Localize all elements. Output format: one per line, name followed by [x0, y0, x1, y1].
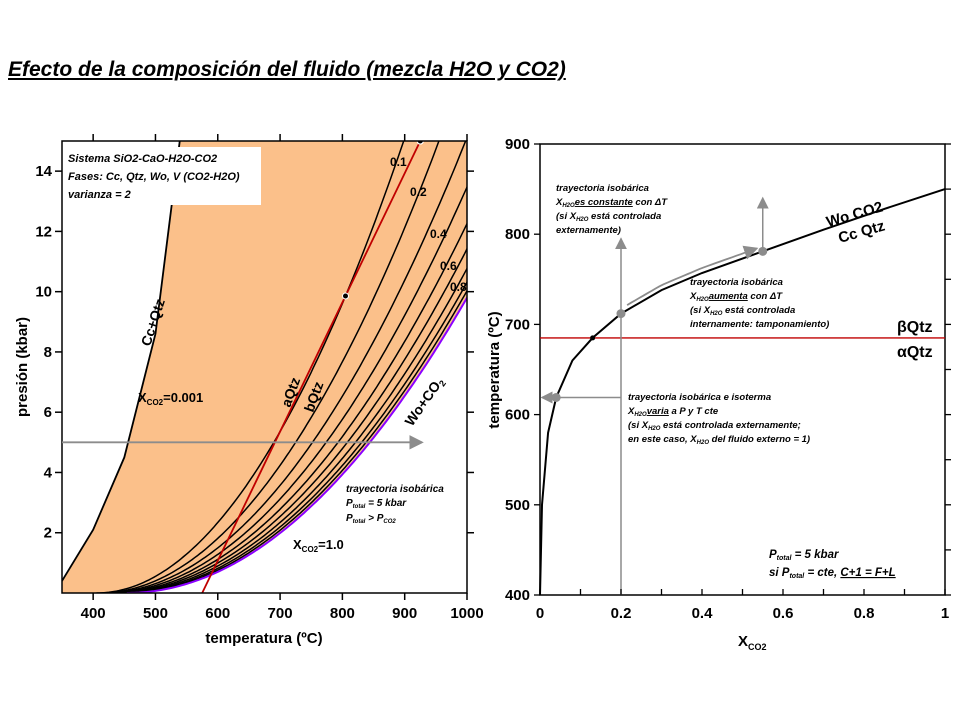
note-phase-rule: Ptotal = 5 kbar si Ptotal = cte, C+1 = F… — [769, 549, 896, 580]
y-tick-label: 6 — [44, 404, 52, 421]
note-internal: trayectoria isobárica XH2Oaumenta con ΔT… — [689, 277, 829, 330]
right-y-axis-title: temperatura (ºC) — [486, 311, 503, 428]
left-x-axis-title: temperatura (ºC) — [205, 630, 322, 647]
isopleth-xco2-0.2 — [99, 141, 440, 593]
note-c-1: trayectoria isobárica e isoterma — [628, 392, 771, 403]
note-a-3: (si XH2O está controlada — [556, 211, 661, 223]
trajectory-point — [758, 246, 768, 256]
isopleth-label: 0.2 — [410, 185, 427, 199]
x-tick-label: 800 — [330, 605, 355, 622]
isopleth-xco2-0.3 — [103, 141, 467, 593]
x-tick-label: 1 — [941, 605, 949, 622]
x-tick-label: 0.2 — [611, 605, 632, 622]
annotation-line-2: Ptotal = 5 kbar — [346, 498, 407, 510]
x-tick-label: 600 — [205, 605, 230, 622]
trajectory-point — [551, 392, 561, 402]
left-plot-frame — [61, 140, 468, 594]
right-x-axis-title: XCO2 — [738, 633, 767, 652]
note-b-1: trayectoria isobárica — [690, 277, 783, 288]
isobaric-annotation: trayectoria isobárica Ptotal = 5 kbar Pt… — [346, 484, 444, 525]
info-line-2: Fases: Cc, Qtz, Wo, V (CO2-H2O) — [68, 171, 240, 183]
slide-title: Efecto de la composición del fluido (mez… — [8, 58, 566, 81]
y-tick-label: 700 — [505, 316, 530, 333]
x-tick-label: 0 — [536, 605, 544, 622]
note-d-1: Ptotal = 5 kbar — [769, 549, 839, 562]
y-tick-label: 10 — [35, 284, 52, 301]
isopleth-label: 0.6 — [440, 259, 457, 273]
y-tick-label: 14 — [35, 163, 52, 180]
y-tick-label: 400 — [505, 587, 530, 604]
info-box — [63, 147, 261, 205]
x-tick-label: 1000 — [450, 605, 483, 622]
alpha-qtz-label: αQtz — [897, 344, 933, 361]
note-isothermal: trayectoria isobárica e isoterma XH2Ovar… — [627, 392, 810, 446]
xco2-1-label: XCO2=1.0 — [293, 537, 344, 554]
quartz-transition-line — [201, 141, 422, 593]
y-tick-label: 900 — [505, 136, 530, 153]
note-a-2: XH2Oes constante con ΔT — [555, 197, 668, 209]
note-b-4: internamente: tamponamiento) — [690, 319, 829, 330]
x-tick-label: 0.4 — [692, 605, 714, 622]
x-tick-label: 900 — [392, 605, 417, 622]
beta-qtz-label: βQtz — [897, 319, 933, 336]
x-tick-label: 400 — [81, 605, 106, 622]
isopleth-xco2-0.6 — [113, 247, 467, 593]
isopleth-xco2-0.4 — [106, 185, 467, 593]
x-tick-label: 700 — [268, 605, 293, 622]
trajectory-point — [616, 309, 626, 319]
note-c-3: (si XH2O está controlada externamente; — [628, 420, 801, 432]
isopleth-xco2-1 — [126, 295, 467, 593]
xco2-0001-label: XCO2=0.001 — [138, 390, 203, 407]
info-line-1: Sistema SiO2-CaO-H2O-CO2 — [68, 153, 217, 165]
note-a-4: externamente) — [556, 225, 621, 236]
isopleth-xco2-0.5 — [110, 222, 467, 593]
y-tick-label: 800 — [505, 226, 530, 243]
cc-qtz-curve — [62, 141, 181, 582]
annotation-line-1: trayectoria isobárica — [346, 484, 444, 495]
pt-diagram: 400 500 600 700 800 900 1000 2 4 6 8 10 12 14 Sistema… — [14, 134, 484, 647]
note-a-1: trayectoria isobárica — [556, 183, 649, 194]
isopleth-label: 0.8 — [450, 280, 467, 294]
note-c-2: XH2Ovaria a P y T cte — [627, 406, 719, 418]
y-tick-label: 600 — [505, 407, 530, 424]
info-line-3: varianza = 2 — [68, 189, 131, 201]
y-tick-label: 12 — [35, 223, 52, 240]
x-tick-label: 500 — [143, 605, 168, 622]
y-tick-label: 8 — [44, 344, 52, 361]
note-b-2: XH2Oaumenta con ΔT — [689, 291, 783, 303]
isopleth-xco2-0.7 — [116, 267, 467, 593]
left-y-axis-title: presión (kbar) — [14, 317, 31, 417]
note-d-2: si Ptotal = cte, C+1 = F+L — [769, 567, 896, 580]
note-c-4: en este caso, XH2O del fluido externo = … — [628, 434, 810, 446]
y-tick-label: 4 — [44, 464, 53, 481]
x-tick-label: 0.6 — [773, 605, 794, 622]
isopleth-label: 0.1 — [390, 155, 407, 169]
curved-arrow — [626, 245, 759, 306]
intersection-point — [341, 292, 349, 300]
y-tick-label: 500 — [505, 497, 530, 514]
y-tick-label: 2 — [44, 525, 52, 542]
note-external: trayectoria isobárica XH2Oes constante c… — [555, 183, 668, 236]
isopleth-label: 0.4 — [430, 227, 447, 241]
transition-point — [590, 335, 596, 341]
note-b-3: (si XH2O está controlada — [690, 305, 795, 317]
isopleth-xco2-0.8 — [120, 280, 467, 593]
annotation-line-3: Ptotal > PCO2 — [346, 513, 396, 525]
x-tick-label: 0.8 — [854, 605, 875, 622]
